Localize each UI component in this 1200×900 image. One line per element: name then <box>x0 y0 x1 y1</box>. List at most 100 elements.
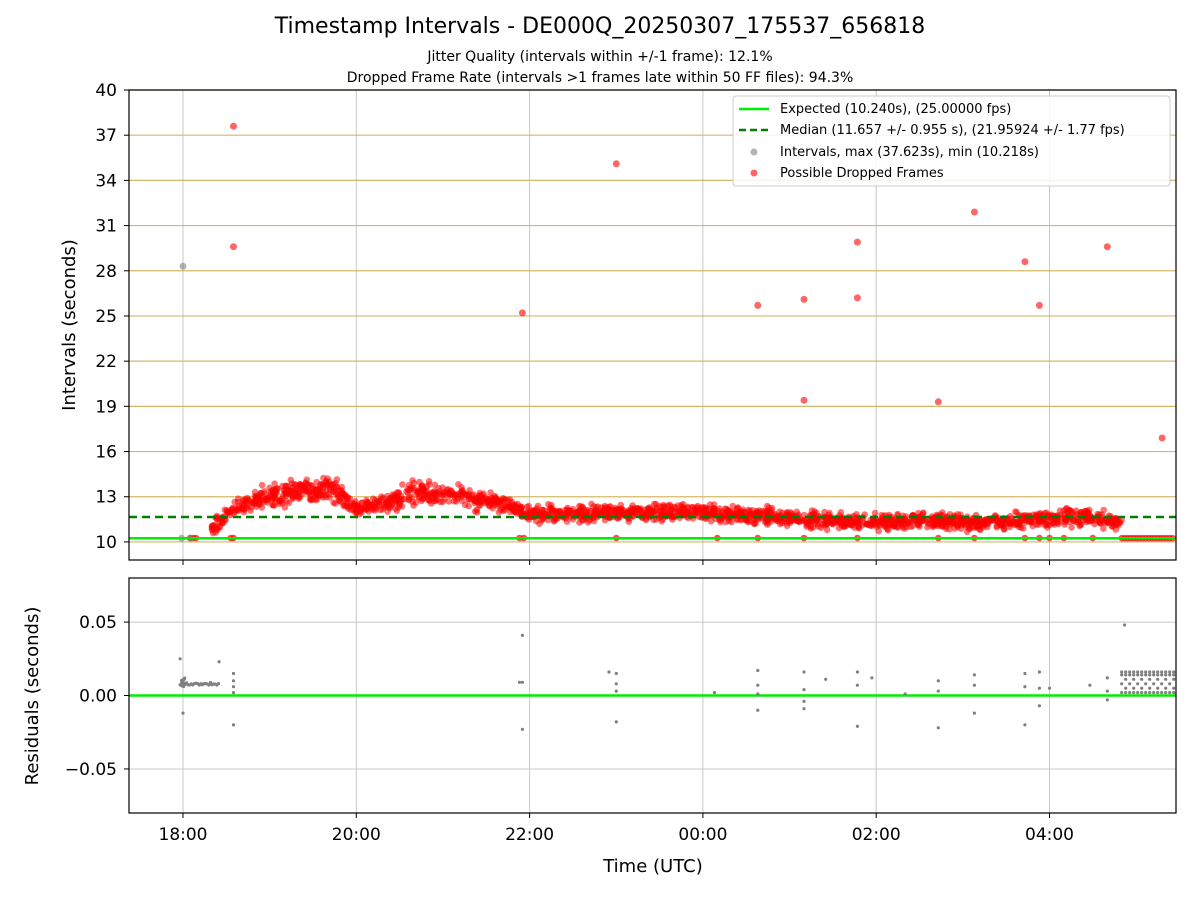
dropped-frame-outlier <box>800 295 808 303</box>
dropped-frame-point <box>240 505 248 513</box>
residual-point <box>936 689 940 693</box>
dropped-frame-point <box>835 524 843 532</box>
dropped-frame-outlier <box>230 243 237 251</box>
residuals-y-tick-label: 0.05 <box>79 613 117 633</box>
legend-frame <box>732 95 1171 187</box>
residual-point <box>1152 691 1156 695</box>
dropped-frame-point <box>716 505 723 512</box>
residual-point <box>1132 686 1136 690</box>
dropped-frame-point <box>979 523 987 531</box>
intervals-axis-ticks: 10 13 16 19 22 25 28 31 34 37 40 <box>95 81 1050 565</box>
dropped-frame-point <box>330 488 338 496</box>
dropped-frame-point <box>322 493 330 501</box>
dropped-frame-point <box>281 504 289 511</box>
dropped-frame-point <box>471 508 479 515</box>
dropped-frame-point <box>417 484 425 492</box>
residual-point <box>1172 670 1176 674</box>
dropped-frame-point <box>630 510 638 517</box>
dropped-frame-point <box>358 505 366 513</box>
residual-point <box>870 676 874 680</box>
residual-point <box>756 668 760 673</box>
dropped-frame-point <box>310 490 318 497</box>
dropped-frame-point <box>541 507 548 514</box>
dropped-frame-point <box>1007 512 1014 520</box>
dropped-frame-point <box>579 504 586 512</box>
dropped-frame-point <box>783 522 791 530</box>
dropped-frame-point <box>263 495 270 503</box>
dropped-frame-point <box>858 522 866 529</box>
dropped-frame-point <box>424 496 432 503</box>
residual-point <box>1164 677 1168 681</box>
dropped-frame-point <box>795 518 802 525</box>
dropped-frame-point <box>423 483 431 490</box>
residual-point <box>181 679 185 683</box>
intervals-y-tick-label: 16 <box>95 443 117 463</box>
dropped-frame-point <box>805 517 813 524</box>
dropped-frame-point <box>525 502 532 510</box>
residual-point <box>1168 670 1172 674</box>
dropped-frame-point <box>546 506 554 513</box>
residual-point <box>1172 673 1176 677</box>
dropped-frame-point <box>907 523 914 530</box>
dropped-frame-point <box>502 496 510 504</box>
dropped-frame-point <box>1027 517 1035 525</box>
residual-point <box>178 657 182 661</box>
residual-point <box>936 679 940 683</box>
residual-point <box>1148 691 1152 695</box>
residuals-axes-group: 18:00 20:00 22:00 00:00 02:00 04:00 0.05 0.00 −0… <box>22 577 1177 877</box>
residual-point <box>1172 686 1176 690</box>
dropped-frame-point <box>330 499 337 506</box>
x-tick-label: 02:00 <box>852 825 901 845</box>
residual-point <box>1132 677 1136 681</box>
legend-dropped-swatch <box>750 169 758 177</box>
residual-point <box>1140 691 1144 695</box>
residual-point <box>1156 686 1160 690</box>
dropped-frame-point <box>284 487 291 494</box>
residual-point <box>607 670 611 674</box>
intervals-axes-group: 10 13 16 19 22 25 28 31 34 37 40 Intervals (second… <box>59 81 1177 565</box>
dropped-frame-point <box>828 517 835 525</box>
dropped-frame-point <box>528 513 535 521</box>
dropped-frame-point <box>554 508 561 515</box>
dropped-frame-point <box>659 508 667 515</box>
legend-median-label: Median (11.657 +/- 0.955 s), (21.95924 +… <box>780 123 1125 138</box>
legend-expected-label: Expected (10.240s), (25.00000 fps) <box>780 102 1011 117</box>
dropped-frame-outlier <box>518 309 526 317</box>
dropped-frame-point <box>295 489 303 496</box>
dropped-frame-point <box>1072 507 1080 514</box>
dropped-frame-point <box>911 517 919 525</box>
dropped-frame-point <box>317 480 325 488</box>
residual-point <box>1136 682 1140 686</box>
dropped-frame-point <box>1032 511 1040 518</box>
intervals-y-tick-label: 19 <box>95 397 117 417</box>
dropped-frame-point <box>453 498 460 505</box>
dropped-frame-point <box>550 516 558 524</box>
dropped-frame-point <box>722 518 729 526</box>
residual-point <box>903 692 907 696</box>
residual-point <box>936 726 940 730</box>
dropped-frame-point <box>702 506 710 514</box>
dropped-frame-point <box>316 490 324 498</box>
dropped-frame-point <box>574 508 582 515</box>
residual-point <box>1088 683 1092 687</box>
chart-title: Timestamp Intervals - DE000Q_20250307_17… <box>274 14 926 39</box>
residual-point <box>1037 670 1041 674</box>
dropped-frame-point <box>345 503 352 511</box>
dropped-frame-point <box>954 521 962 529</box>
residual-point <box>231 671 236 676</box>
residual-point <box>712 691 717 695</box>
dropped-frame-point <box>279 492 287 499</box>
dropped-frame-point <box>684 504 692 512</box>
dropped-frame-point <box>261 488 268 495</box>
dropped-frame-point <box>252 495 260 502</box>
dropped-frame-outlier <box>853 238 861 246</box>
dropped-frame-point <box>978 517 985 524</box>
intervals-y-tick-label: 40 <box>95 81 117 101</box>
intervals-axes-frame <box>128 89 1177 561</box>
residual-point <box>1160 670 1164 674</box>
dropped-frame-point <box>410 479 418 487</box>
dropped-frame-point <box>576 519 583 526</box>
dropped-frame-point <box>431 481 439 489</box>
residual-point <box>231 685 236 689</box>
